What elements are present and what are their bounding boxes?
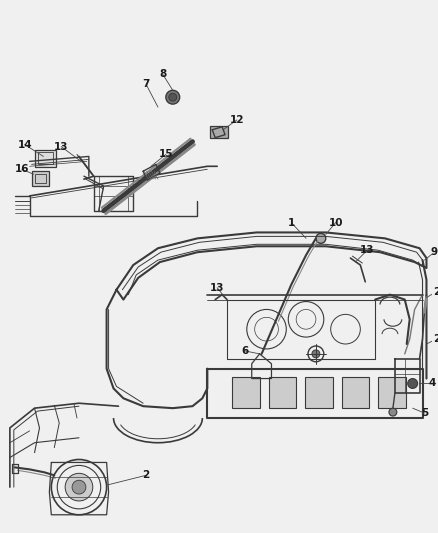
Bar bbox=[35, 150, 56, 167]
Circle shape bbox=[72, 480, 86, 494]
Text: 14: 14 bbox=[18, 140, 32, 150]
Bar bbox=[268, 377, 296, 408]
Bar bbox=[232, 377, 260, 408]
Circle shape bbox=[316, 233, 326, 243]
Text: 12: 12 bbox=[230, 115, 244, 125]
Text: 13: 13 bbox=[210, 282, 224, 293]
Circle shape bbox=[166, 90, 180, 104]
Text: 10: 10 bbox=[328, 217, 343, 228]
Bar bbox=[210, 126, 228, 138]
Bar bbox=[305, 377, 333, 408]
Bar bbox=[342, 377, 369, 408]
Text: 13: 13 bbox=[360, 245, 374, 255]
Text: 2: 2 bbox=[433, 287, 438, 297]
Text: 7: 7 bbox=[142, 79, 150, 90]
Circle shape bbox=[389, 408, 397, 416]
Text: 2: 2 bbox=[433, 334, 438, 344]
Text: 9: 9 bbox=[431, 247, 438, 257]
Text: 6: 6 bbox=[241, 346, 248, 356]
Text: 13: 13 bbox=[54, 142, 68, 151]
Text: 8: 8 bbox=[159, 69, 166, 79]
Circle shape bbox=[312, 350, 320, 358]
Text: 15: 15 bbox=[159, 149, 173, 159]
Bar bbox=[378, 377, 406, 408]
Text: 4: 4 bbox=[429, 378, 436, 389]
Bar bbox=[32, 171, 49, 186]
Text: 1: 1 bbox=[288, 217, 295, 228]
Bar bbox=[38, 152, 53, 164]
Circle shape bbox=[65, 473, 93, 501]
Text: 16: 16 bbox=[14, 164, 29, 174]
Circle shape bbox=[169, 93, 177, 101]
Text: 5: 5 bbox=[421, 408, 428, 418]
Bar bbox=[35, 174, 46, 183]
Text: 2: 2 bbox=[142, 470, 150, 480]
Circle shape bbox=[408, 378, 417, 389]
